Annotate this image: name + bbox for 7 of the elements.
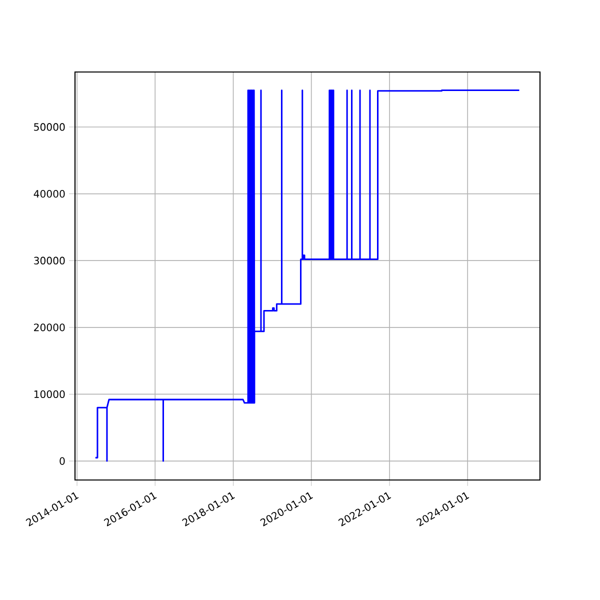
y-tick-label: 10000 [34,390,65,398]
y-tick-label: 30000 [34,256,65,264]
y-tick-label: 20000 [34,324,65,332]
y-tick-label: 40000 [34,190,65,198]
line-series [94,89,520,462]
y-tick-label: 0 [60,457,65,465]
y-tick-label: 50000 [34,123,65,131]
